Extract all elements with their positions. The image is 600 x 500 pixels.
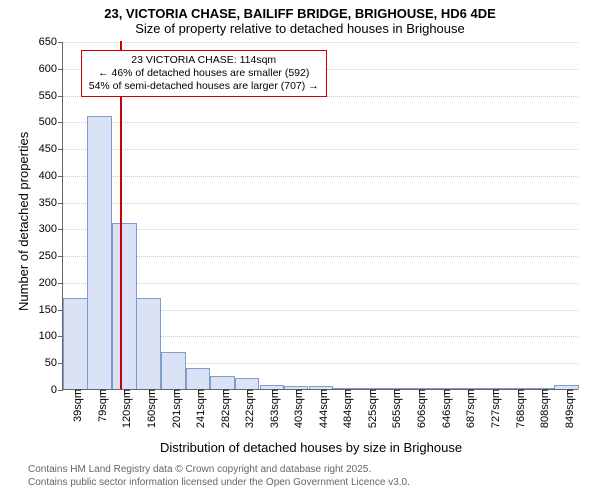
x-axis-label: Distribution of detached houses by size … (160, 440, 462, 455)
ytick-label: 550 (39, 90, 63, 102)
ytick-label: 650 (39, 36, 63, 48)
gridline (63, 229, 578, 230)
histogram-bar (235, 378, 260, 389)
xtick-label: 201sqm (165, 389, 183, 428)
xtick-label: 282sqm (214, 389, 232, 428)
xtick-label: 525sqm (361, 389, 379, 428)
xtick-label: 606sqm (410, 389, 428, 428)
histogram-bar (136, 298, 161, 389)
xtick-label: 322sqm (238, 389, 256, 428)
ytick-label: 350 (39, 197, 63, 209)
xtick-label: 39sqm (66, 389, 84, 422)
ytick-label: 400 (39, 170, 63, 182)
xtick-label: 849sqm (558, 389, 576, 428)
histogram-bar (210, 376, 235, 389)
annotation-line: 54% of semi-detached houses are larger (… (89, 80, 319, 93)
xtick-label: 565sqm (385, 389, 403, 428)
ytick-label: 300 (39, 223, 63, 235)
annotation-line: ← 46% of detached houses are smaller (59… (89, 67, 319, 80)
xtick-label: 808sqm (533, 389, 551, 428)
ytick-label: 200 (39, 277, 63, 289)
annotation-line: 23 VICTORIA CHASE: 114sqm (89, 54, 319, 67)
attribution-footer: Contains HM Land Registry data © Crown c… (28, 464, 410, 489)
gridline (63, 149, 578, 150)
xtick-label: 727sqm (484, 389, 502, 428)
annotation-box: 23 VICTORIA CHASE: 114sqm← 46% of detach… (81, 50, 327, 97)
xtick-label: 687sqm (459, 389, 477, 428)
ytick-label: 150 (39, 304, 63, 316)
ytick-label: 500 (39, 116, 63, 128)
xtick-label: 241sqm (189, 389, 207, 428)
ytick-label: 600 (39, 63, 63, 75)
gridline (63, 176, 578, 177)
xtick-label: 363sqm (263, 389, 281, 428)
footer-line1: Contains HM Land Registry data © Crown c… (28, 464, 410, 477)
title-line2: Size of property relative to detached ho… (0, 21, 600, 36)
gridline (63, 256, 578, 257)
histogram-bar (112, 223, 137, 389)
xtick-label: 120sqm (115, 389, 133, 428)
gridline (63, 203, 578, 204)
xtick-label: 79sqm (91, 389, 109, 422)
gridline (63, 122, 578, 123)
xtick-label: 484sqm (336, 389, 354, 428)
xtick-label: 403sqm (287, 389, 305, 428)
chart-title: 23, VICTORIA CHASE, BAILIFF BRIDGE, BRIG… (0, 0, 600, 36)
histogram-bar (87, 116, 112, 389)
footer-line2: Contains public sector information licen… (28, 477, 410, 490)
xtick-label: 160sqm (140, 389, 158, 428)
xtick-label: 646sqm (435, 389, 453, 428)
gridline (63, 42, 578, 43)
histogram-bar (161, 352, 186, 389)
histogram-bar (186, 368, 211, 389)
histogram-plot: 0501001502002503003504004505005506006503… (62, 42, 578, 390)
title-line1: 23, VICTORIA CHASE, BAILIFF BRIDGE, BRIG… (0, 6, 600, 21)
gridline (63, 283, 578, 284)
histogram-bar (63, 298, 88, 389)
ytick-label: 50 (45, 357, 63, 369)
ytick-label: 450 (39, 143, 63, 155)
ytick-label: 0 (51, 384, 63, 396)
chart-container: 23, VICTORIA CHASE, BAILIFF BRIDGE, BRIG… (0, 0, 600, 36)
ytick-label: 100 (39, 330, 63, 342)
y-axis-label: Number of detached properties (16, 132, 31, 311)
xtick-label: 768sqm (509, 389, 527, 428)
xtick-label: 444sqm (312, 389, 330, 428)
ytick-label: 250 (39, 250, 63, 262)
